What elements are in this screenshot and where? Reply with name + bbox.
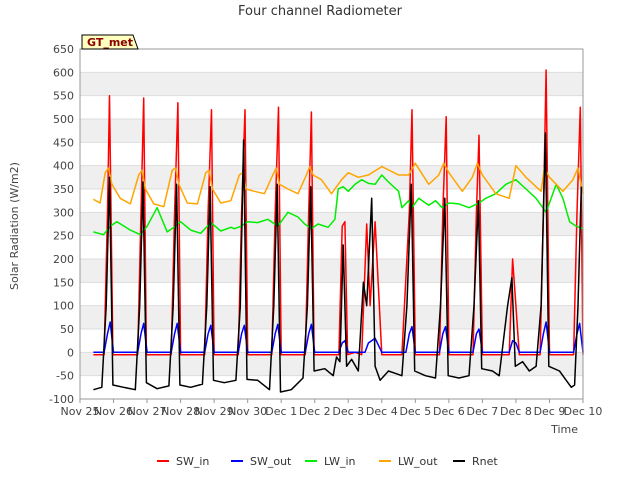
y-tick-350: 350 [53,183,74,196]
legend-label-lw-in: LW_in [324,455,356,468]
x-tick-2: Nov 27 [128,405,167,418]
x-tick-1: Nov 26 [94,405,133,418]
series-rnet [93,132,583,393]
y-tick-250: 250 [53,230,74,243]
y-tick-550: 550 [53,90,74,103]
x-tick-5: Nov 30 [228,405,267,418]
x-tick-8: Dec 3 [332,405,364,418]
y-tick-200: 200 [53,253,74,266]
x-tick-11: Dec 6 [433,405,465,418]
y-tick-100: 100 [53,300,74,313]
y-tick-500: 500 [53,113,74,126]
band-450 [80,119,583,143]
y-tick-50: 50 [60,323,74,336]
y-tick-450: 450 [53,136,74,149]
y-tick--50: -50 [56,370,74,383]
plot-frame [79,48,584,400]
series-lw-out [93,162,584,208]
band-350 [80,165,583,189]
x-tick-9: Dec 4 [366,405,398,418]
x-tick-10: Dec 5 [399,405,431,418]
x-tick-4: Nov 29 [195,405,234,418]
x-tick-12: Dec 7 [467,405,499,418]
x-tick-0: Nov 25 [61,405,100,418]
y-tick-650: 650 [53,43,74,56]
legend-label-rnet: Rnet [472,455,498,468]
x-tick-3: Nov 28 [161,405,200,418]
x-tick-14: Dec 9 [534,405,566,418]
legend-label-sw-out: SW_out [250,455,292,468]
y-tick-0: 0 [67,346,74,359]
chart-title: Four channel Radiometer [238,4,403,19]
series-sw-out [93,321,584,354]
x-tick-15: Dec 10 [564,405,603,418]
y-tick-150: 150 [53,276,74,289]
band-150 [80,259,583,283]
x-tick-7: Dec 2 [299,405,331,418]
x-axis-label: Time [550,423,578,436]
y-tick-300: 300 [53,206,74,219]
y-tick--100: -100 [49,393,74,406]
badge-label: GT_met [87,36,133,49]
y-tick-labels: -100 -50 0 50 100 150 200 250 300 350 400 450 500 550… [49,43,74,406]
series-lines [93,69,584,393]
legend: SW_in SW_out LW_in LW_out Rnet [157,455,498,468]
y-axis-label: Solar Radiation (W/m2) [8,162,21,290]
y-tick-600: 600 [53,66,74,79]
band-550 [80,72,583,96]
legend-label-sw-in: SW_in [176,455,209,468]
legend-label-lw-out: LW_out [398,455,438,468]
x-tick-13: Dec 8 [500,405,532,418]
y-tick-400: 400 [53,160,74,173]
x-tick-6: Dec 1 [265,405,297,418]
band--50 [80,352,583,376]
series-sw-in [93,69,584,356]
gt-met-badge: GT_met [81,34,139,50]
series-lw-in [93,174,584,236]
